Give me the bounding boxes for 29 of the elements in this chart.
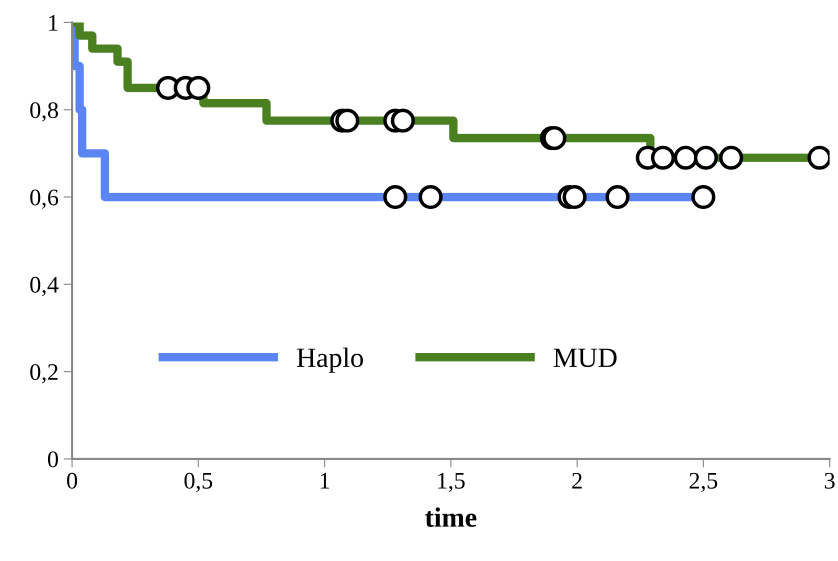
point xyxy=(691,184,716,210)
x-axis-title: time xyxy=(425,507,476,527)
x-tick-label: 0,5 xyxy=(184,472,212,492)
x-tick-label: 1,5 xyxy=(438,472,465,492)
y-tick-label: 0,8 xyxy=(30,102,58,122)
point xyxy=(335,108,360,133)
x-tick-label: 3 xyxy=(824,472,835,489)
point xyxy=(605,184,630,210)
point xyxy=(719,146,744,170)
point xyxy=(807,146,830,170)
point xyxy=(383,184,408,210)
point xyxy=(674,146,698,170)
x-tick-label: 2,5 xyxy=(690,472,718,492)
y-tick-label: 1 xyxy=(49,15,58,31)
y-tick-label: 0,4 xyxy=(30,276,59,296)
y-tick-label: 0,6 xyxy=(30,190,58,209)
y-tick-label: 0,2 xyxy=(30,364,58,384)
x-tick-label: 1 xyxy=(320,472,330,488)
point xyxy=(694,146,718,170)
point xyxy=(650,146,675,170)
point xyxy=(186,76,210,100)
x-tick-label: 2 xyxy=(572,472,582,488)
x-tick-label: 0 xyxy=(67,472,78,489)
point xyxy=(562,184,587,210)
y-tick-label: 0 xyxy=(48,451,58,468)
legend-label: Haplo xyxy=(296,348,363,373)
point xyxy=(390,108,415,133)
legend-label: MUD xyxy=(554,348,617,368)
point xyxy=(418,184,443,210)
